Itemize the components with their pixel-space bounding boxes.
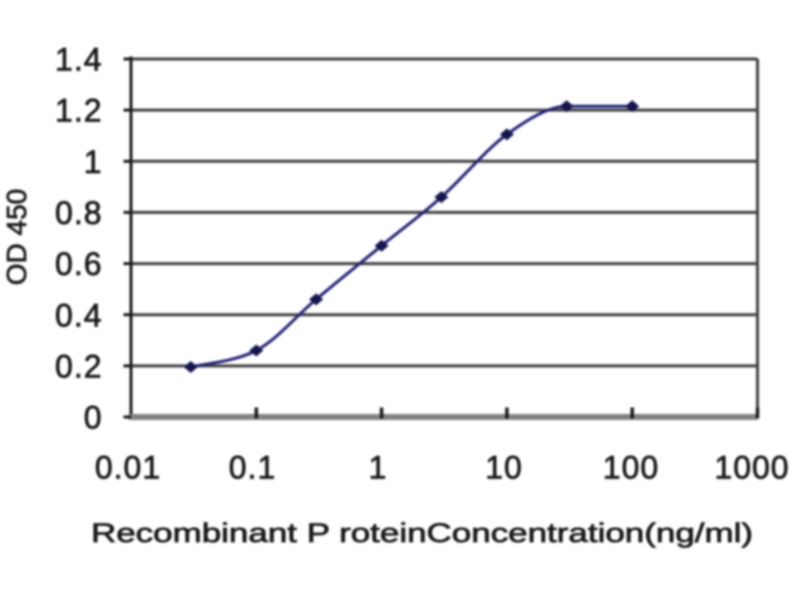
svg-text:1: 1 [84,144,103,180]
svg-text:0.4: 0.4 [55,297,102,333]
svg-text:0.2: 0.2 [55,349,102,385]
svg-text:0.8: 0.8 [55,195,102,231]
svg-text:Recombinant P roteinConcentrat: Recombinant P roteinConcentration(ng/ml) [91,518,753,548]
svg-text:1.2: 1.2 [55,93,102,129]
svg-text:1.4: 1.4 [55,42,102,78]
svg-text:0.1: 0.1 [229,450,276,486]
svg-text:0.01: 0.01 [95,450,161,486]
svg-text:OD 450: OD 450 [1,189,32,286]
svg-text:0: 0 [84,400,103,436]
svg-text:0.6: 0.6 [55,246,102,282]
svg-text:1000: 1000 [714,450,789,486]
svg-text:1: 1 [369,450,388,486]
svg-text:10: 10 [485,450,523,486]
svg-text:100: 100 [603,450,659,486]
